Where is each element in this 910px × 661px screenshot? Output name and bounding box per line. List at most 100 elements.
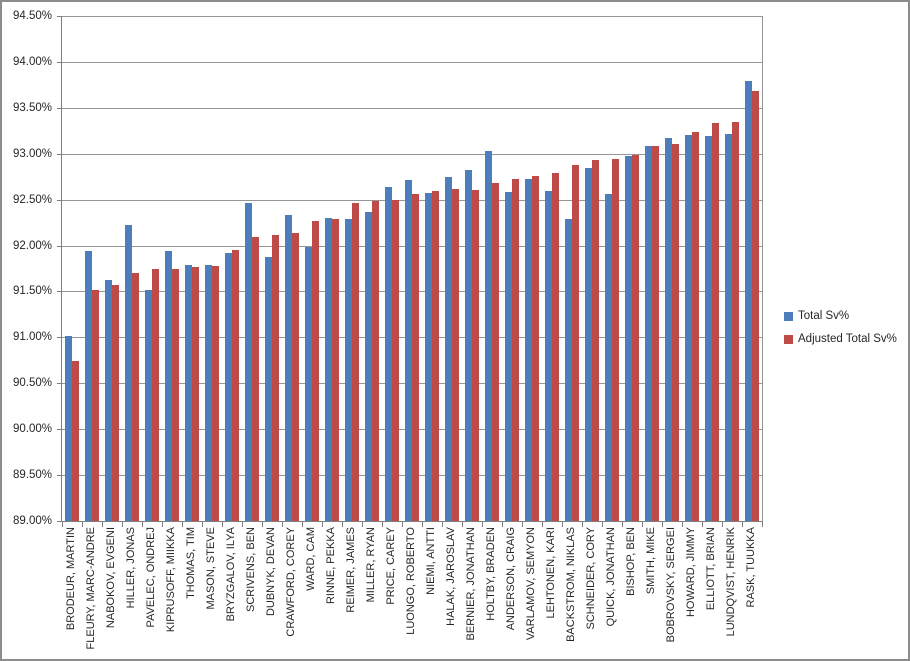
y-axis-tick bbox=[57, 383, 62, 384]
bar-total-sv bbox=[485, 150, 492, 521]
x-axis-tick bbox=[622, 522, 623, 527]
x-category-label: LUONGO, ROBERTO bbox=[405, 527, 417, 635]
bar-total-sv bbox=[405, 180, 412, 521]
bar-adjusted-total-sv bbox=[732, 121, 739, 521]
bar-adjusted-total-sv bbox=[232, 250, 239, 521]
bar-adjusted-total-sv bbox=[72, 361, 79, 521]
x-category-label: SMITH, MIKE bbox=[645, 527, 657, 595]
x-axis-tick bbox=[522, 522, 523, 527]
x-category-label: NABOKOV, EVGENI bbox=[105, 527, 117, 629]
y-axis-tick-label: 89.00% bbox=[12, 515, 52, 527]
bar-adjusted-total-sv bbox=[272, 235, 279, 521]
x-category-label: RINNE, PEKKA bbox=[325, 527, 337, 605]
x-category-label: HOLTBY, BRADEN bbox=[485, 527, 497, 621]
bar-adjusted-total-sv bbox=[372, 201, 379, 521]
bar-total-sv bbox=[325, 218, 332, 521]
x-axis-tick bbox=[202, 522, 203, 527]
y-axis-tick bbox=[57, 200, 62, 201]
bar-adjusted-total-sv bbox=[412, 194, 419, 521]
x-axis-tick bbox=[422, 522, 423, 527]
x-category-label: MILLER, RYAN bbox=[365, 527, 377, 603]
x-axis-tick bbox=[242, 522, 243, 527]
bar-adjusted-total-sv bbox=[592, 160, 599, 521]
x-axis-tick bbox=[302, 522, 303, 527]
x-category-label: BRYZGALOV, ILYA bbox=[225, 527, 237, 622]
bar-total-sv bbox=[285, 215, 292, 521]
bar-adjusted-total-sv bbox=[172, 268, 179, 521]
x-axis-tick bbox=[762, 522, 763, 527]
x-axis-tick bbox=[362, 522, 363, 527]
x-axis-tick bbox=[62, 522, 63, 527]
y-axis-tick-label: 89.50% bbox=[12, 469, 52, 481]
bar-adjusted-total-sv bbox=[92, 289, 99, 521]
bar-adjusted-total-sv bbox=[332, 218, 339, 521]
legend-item-total-sv: Total Sv% bbox=[784, 310, 897, 322]
bar-adjusted-total-sv bbox=[632, 154, 639, 521]
x-category-label: ELLIOTT, BRIAN bbox=[705, 527, 717, 611]
x-category-label: BRODEUR, MARTIN bbox=[65, 527, 77, 631]
bar-adjusted-total-sv bbox=[212, 265, 219, 521]
bar-adjusted-total-sv bbox=[152, 269, 159, 521]
x-axis-tick bbox=[642, 522, 643, 527]
bar-total-sv bbox=[105, 279, 112, 521]
bar-adjusted-total-sv bbox=[472, 189, 479, 521]
x-axis-tick bbox=[502, 522, 503, 527]
x-category-label: HALAK, JAROSLAV bbox=[445, 527, 457, 626]
y-axis-tick bbox=[57, 475, 62, 476]
bar-adjusted-total-sv bbox=[252, 237, 259, 521]
bar-adjusted-total-sv bbox=[512, 178, 519, 521]
x-axis-tick bbox=[102, 522, 103, 527]
bar-adjusted-total-sv bbox=[192, 266, 199, 521]
x-axis-tick bbox=[482, 522, 483, 527]
x-axis-tick bbox=[602, 522, 603, 527]
x-axis-tick bbox=[402, 522, 403, 527]
bar-total-sv bbox=[85, 251, 92, 521]
y-axis-tick bbox=[57, 291, 62, 292]
x-category-label: VARLAMOV, SEMYON bbox=[525, 527, 537, 641]
y-axis-tick-label: 93.00% bbox=[12, 148, 52, 160]
x-category-label: BOBROVSKY, SERGEI bbox=[665, 527, 677, 643]
y-axis-tick bbox=[57, 16, 62, 17]
bar-adjusted-total-sv bbox=[612, 159, 619, 521]
bar-total-sv bbox=[725, 134, 732, 521]
x-category-label: PRICE, CAREY bbox=[385, 527, 397, 605]
x-category-label: LUNDQVIST, HENRIK bbox=[725, 527, 737, 637]
x-axis-tick bbox=[222, 522, 223, 527]
bar-total-sv bbox=[345, 218, 352, 521]
bar-adjusted-total-sv bbox=[652, 146, 659, 521]
x-category-label: HILLER, JONAS bbox=[125, 527, 137, 609]
x-axis-tick bbox=[342, 522, 343, 527]
x-axis-tick bbox=[262, 522, 263, 527]
bar-total-sv bbox=[305, 247, 312, 521]
x-category-label: RASK, TUUKKA bbox=[745, 527, 757, 608]
x-axis-tick bbox=[142, 522, 143, 527]
bar-total-sv bbox=[745, 81, 752, 521]
legend-label-adjusted-total-sv: Adjusted Total Sv% bbox=[798, 333, 897, 345]
x-axis-line bbox=[61, 521, 763, 522]
x-category-label: LEHTONEN, KARI bbox=[545, 527, 557, 619]
bar-total-sv bbox=[365, 212, 372, 521]
bar-adjusted-total-sv bbox=[552, 173, 559, 521]
x-category-label: BACKSTROM, NIKLAS bbox=[565, 527, 577, 642]
legend-label-total-sv: Total Sv% bbox=[798, 310, 850, 322]
x-category-label: DUBNYK, DEVAN bbox=[265, 527, 277, 617]
x-category-label: REIMER, JAMES bbox=[345, 527, 357, 613]
x-category-label: SCRIVENS, BEN bbox=[245, 527, 257, 612]
x-axis-tick bbox=[742, 522, 743, 527]
y-axis-tick-label: 90.00% bbox=[12, 423, 52, 435]
bar-adjusted-total-sv bbox=[452, 188, 459, 521]
bar-adjusted-total-sv bbox=[432, 191, 439, 521]
bar-adjusted-total-sv bbox=[572, 164, 579, 521]
bar-total-sv bbox=[185, 264, 192, 521]
bar-total-sv bbox=[65, 335, 72, 521]
bar-total-sv bbox=[425, 193, 432, 521]
x-category-label: NIEMI, ANTTI bbox=[425, 527, 437, 595]
bar-total-sv bbox=[165, 251, 172, 521]
x-category-label: THOMAS, TIM bbox=[185, 527, 197, 599]
y-axis-tick-label: 94.00% bbox=[12, 56, 52, 68]
bar-total-sv bbox=[645, 146, 652, 521]
y-axis-tick bbox=[57, 108, 62, 109]
x-axis-tick bbox=[182, 522, 183, 527]
x-axis-tick bbox=[702, 522, 703, 527]
bar-adjusted-total-sv bbox=[292, 232, 299, 521]
